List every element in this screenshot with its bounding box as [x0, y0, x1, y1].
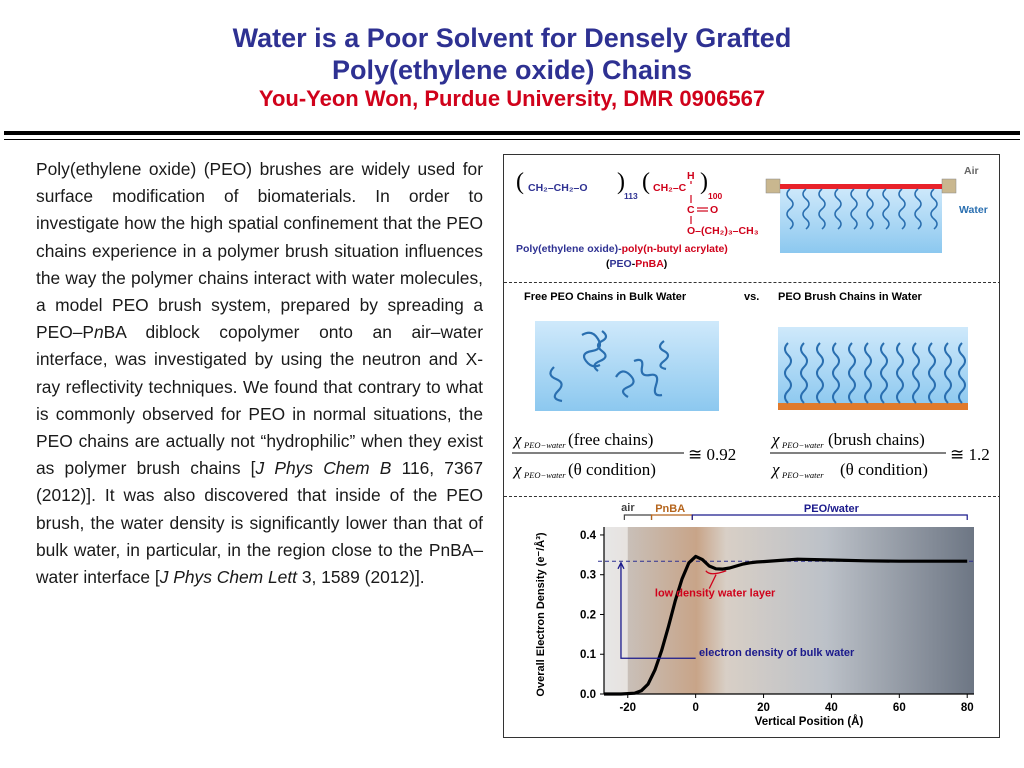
- region-brackets: [623, 514, 968, 520]
- carbonyl-carbon: C: [687, 204, 695, 216]
- heading-brush-chains: PEO Brush Chains in Water: [778, 291, 923, 303]
- y-tick-label: 0.4: [580, 530, 597, 542]
- svg-text:(free chains): (free chains): [568, 430, 653, 449]
- copolymer-name: Poly(ethylene oxide)-poly(n-butyl acryla…: [516, 243, 728, 255]
- bracket-pnba-open: (: [642, 169, 650, 195]
- equation-free-chains: χ PEO−water (free chains) χ PEO−water (θ…: [512, 430, 736, 480]
- body-paragraph: Poly(ethylene oxide) (PEO) brushes are w…: [36, 156, 483, 591]
- citation-2-details: 3, 1589 (2012)].: [296, 567, 425, 588]
- svg-text:PEO−water: PEO−water: [781, 440, 824, 450]
- header-rule-thick: [4, 131, 1020, 135]
- svg-text:(brush chains): (brush chains): [828, 430, 925, 449]
- svg-text:PEO−water: PEO−water: [523, 440, 566, 450]
- butyl-side-chain: O–(CH₂)₃–CH₃: [687, 225, 759, 237]
- panel-divider-2: [504, 496, 999, 497]
- carbonyl-oxygen: O: [710, 204, 718, 216]
- slide-title-line-1: Water is a Poor Solvent for Densely Graf…: [232, 23, 792, 53]
- x-tick-label: -20: [619, 702, 636, 714]
- copolymer-abbreviation: (PEO-PnBA): [606, 258, 667, 270]
- plot-background: [604, 527, 974, 694]
- panel-divider-1: [504, 282, 999, 283]
- equation-brush-chains: χ PEO−water (brush chains) χ PEO−water (…: [770, 430, 990, 480]
- svg-text:χ: χ: [770, 460, 780, 479]
- svg-text:≅ 0.92: ≅ 0.92: [688, 445, 736, 464]
- brush-chains-schematic: [778, 327, 968, 410]
- heading-vs: vs.: [744, 291, 759, 303]
- profile-series: [604, 554, 968, 696]
- free-chains-schematic: [535, 321, 719, 411]
- y-tick-label: 0.1: [580, 649, 597, 661]
- x-axis-label: Vertical Position (Å): [755, 715, 864, 728]
- svg-text:(θ condition): (θ condition): [568, 460, 656, 479]
- air-region-band: [604, 527, 628, 694]
- trough-barrier-left: [765, 178, 781, 194]
- x-tick-label: 80: [961, 702, 974, 714]
- citation-1-journal: J Phys Chem B: [255, 458, 392, 479]
- figure-panel: ( CH₂–CH₂–O ) 113 ( CH₂–C H ) 100 C O O–…: [503, 154, 1000, 738]
- pnba-subscript-n: 100: [708, 191, 722, 201]
- pnba-hydrogen: H: [687, 170, 695, 182]
- peo-subscript-n: 113: [624, 191, 638, 201]
- region-label-peo-water: PEO/water: [804, 503, 860, 515]
- body-text-part-2: BA diblock copolymer onto an air–water i…: [36, 322, 483, 479]
- annotation-low-density-layer: low density water layer: [655, 588, 776, 600]
- low-density-pointer: [708, 574, 717, 589]
- citation-2-journal: J Phys Chem Lett: [159, 567, 297, 588]
- slide-header: Water is a Poor Solvent for Densely Graf…: [0, 22, 1024, 112]
- y-tick-label: 0.3: [580, 570, 596, 582]
- brush-chains-top: [786, 188, 938, 230]
- svg-text:PEO−water: PEO−water: [781, 470, 824, 480]
- peo-repeat-unit: CH₂–CH₂–O: [528, 182, 588, 194]
- svg-text:χ: χ: [770, 430, 780, 449]
- svg-text:≅ 1.2: ≅ 1.2: [950, 445, 990, 464]
- chart-ticks: -20 0 20 40 60 80 0.0 0.1 0.2 0.3 0.4: [580, 530, 974, 714]
- bracket-peo: [691, 514, 968, 520]
- chemical-structure: ( CH₂–CH₂–O ) 113 ( CH₂–C H ) 100 C O O–…: [516, 169, 759, 270]
- svg-text:(θ condition): (θ condition): [840, 460, 928, 479]
- trough-barrier-right: [941, 178, 957, 194]
- svg-text:χ: χ: [512, 460, 522, 479]
- bracket-air: [623, 514, 653, 520]
- water-label: Water: [959, 204, 988, 216]
- bulk-water-arrowhead: [617, 561, 625, 570]
- pnba-backbone: CH₂–C: [653, 182, 687, 194]
- y-tick-label: 0.2: [580, 609, 596, 621]
- x-tick-label: 60: [893, 702, 906, 714]
- x-tick-label: 0: [692, 702, 698, 714]
- electron-density-chart: -20 0 20 40 60 80 0.0 0.1 0.2 0.3 0.4 air PnBA PEO…: [534, 502, 974, 728]
- bracket-pnba: [650, 514, 693, 520]
- air-label: Air: [964, 165, 979, 177]
- svg-text:PEO−water: PEO−water: [523, 470, 566, 480]
- x-tick-label: 40: [825, 702, 838, 714]
- bracket-peo-open: (: [516, 169, 524, 195]
- region-label-pnba: PnBA: [655, 503, 685, 515]
- slide-title-line-2: Poly(ethylene oxide) Chains: [331, 55, 693, 85]
- annotation-bulk-water: electron density of bulk water: [699, 647, 855, 659]
- x-tick-label: 20: [757, 702, 770, 714]
- body-text-italic-n: n: [94, 322, 104, 343]
- citation-1-details: 116, 7367 (2012)]. It was also discovere…: [36, 458, 483, 588]
- y-axis-label: Overall Electron Density (e⁻/Å³): [534, 532, 547, 696]
- slide-subtitle: You-Yeon Won, Purdue University, DMR 090…: [258, 86, 766, 111]
- series-line-0: [604, 554, 968, 696]
- chart-axes: [603, 527, 974, 695]
- figure-svg: ( CH₂–CH₂–O ) 113 ( CH₂–C H ) 100 C O O–…: [512, 165, 990, 728]
- annotation-marks: [617, 561, 727, 659]
- bracket-peo-close: ): [617, 169, 625, 195]
- bulk-water-pointer: [620, 562, 696, 659]
- y-tick-label: 0.0: [580, 689, 596, 701]
- low-density-brace: [705, 570, 727, 575]
- bracket-pnba-close: ): [700, 169, 708, 195]
- svg-text:χ: χ: [512, 430, 522, 449]
- brush-air-water-schematic: Air Water: [765, 165, 988, 253]
- header-rule-thin: [4, 139, 1020, 140]
- heading-free-chains: Free PEO Chains in Bulk Water: [524, 291, 687, 303]
- pnba-layer-top: [780, 184, 942, 189]
- region-label-air: air: [621, 502, 635, 514]
- body-text-part-1: Poly(ethylene oxide) (PEO) brushes are w…: [36, 159, 483, 343]
